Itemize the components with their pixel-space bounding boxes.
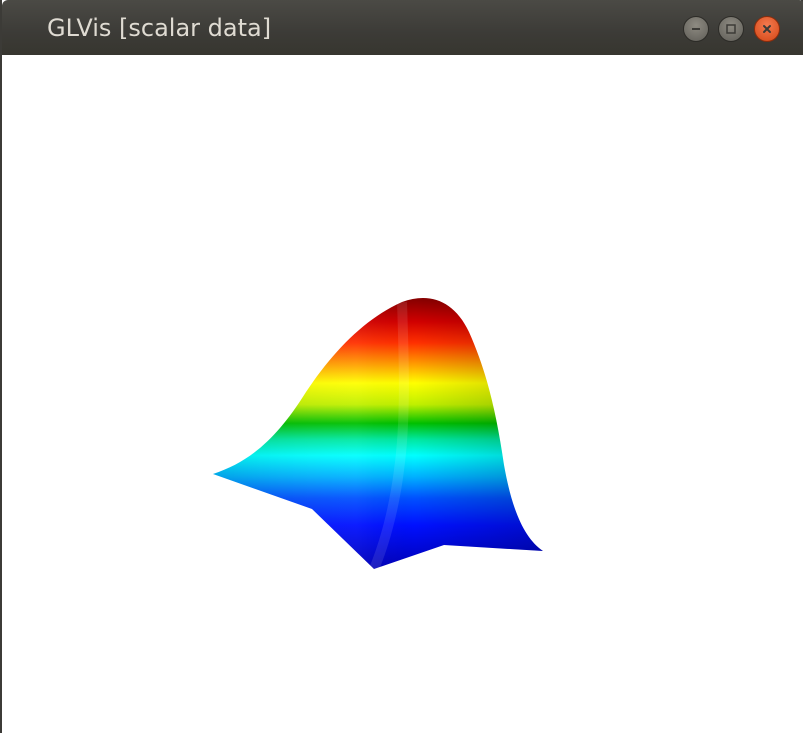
minimize-icon <box>690 23 702 35</box>
maximize-button[interactable] <box>718 16 744 42</box>
title-bar[interactable]: GLVis [scalar data] <box>2 0 803 55</box>
surface-shading <box>213 297 543 569</box>
minimize-button[interactable] <box>683 16 709 42</box>
scalar-surface-plot <box>213 297 543 571</box>
surface-ridge <box>369 301 409 571</box>
close-icon <box>761 23 773 35</box>
close-button[interactable] <box>754 16 780 42</box>
maximize-icon <box>725 23 737 35</box>
gl-viewport[interactable] <box>4 55 803 733</box>
window-title: GLVis [scalar data] <box>47 14 272 42</box>
